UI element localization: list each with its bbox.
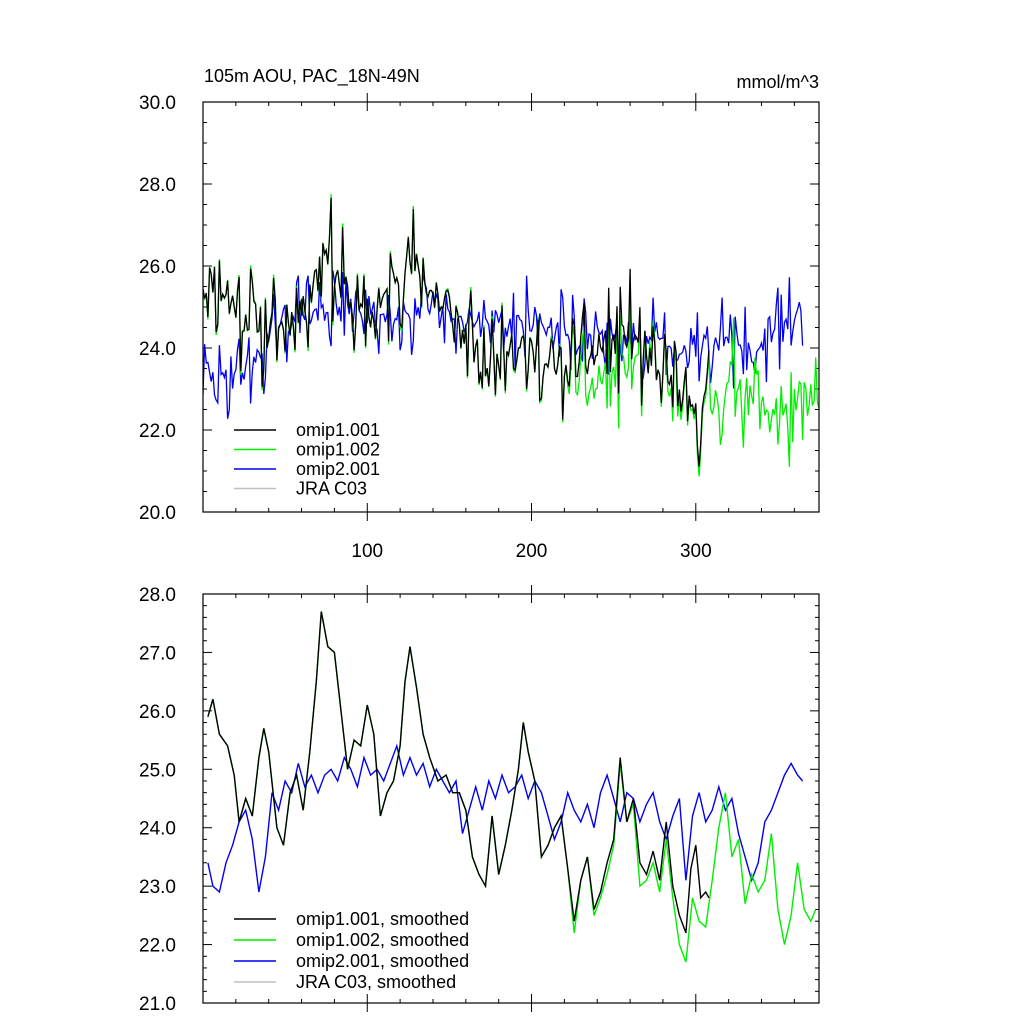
y-tick-label: 27.0: [139, 643, 176, 664]
y-tick-label: 28.0: [139, 175, 176, 196]
y-tick-label: 26.0: [139, 257, 176, 278]
y-tick-label: 26.0: [139, 702, 176, 723]
y-tick-label: 24.0: [139, 819, 176, 840]
y-tick-label: 30.0: [139, 93, 176, 114]
series-line: [207, 611, 710, 934]
legend-label: JRA C03, smoothed: [296, 972, 456, 992]
y-tick-label: 22.0: [139, 421, 176, 442]
legend-label: omip2.001, smoothed: [296, 951, 469, 971]
legend-label: JRA C03: [296, 479, 367, 499]
y-tick-label: 22.0: [139, 936, 176, 957]
y-tick-label: 23.0: [139, 877, 176, 898]
units-label: mmol/m^3: [737, 72, 819, 92]
y-tick-label: 24.0: [139, 339, 176, 360]
bottom-panel: 21.0 22.0 23.0 24.0 25.0 26.0 27.0 28.0 omip1.0…: [139, 585, 820, 1015]
y-tick-label: 21.0: [139, 994, 176, 1015]
series-group: [203, 194, 819, 477]
series-line: [203, 270, 804, 419]
y-tick-label: 25.0: [139, 760, 176, 781]
x-tick-label: 200: [516, 541, 548, 562]
y-tick-label: 20.0: [139, 503, 176, 524]
chart-title: 105m AOU, PAC_18N-49N: [204, 66, 420, 87]
series-line: [203, 197, 710, 467]
x-axis-ticks: 100 200 300: [235, 93, 795, 562]
x-tick-label: 300: [680, 541, 712, 562]
x-tick-label: 100: [351, 541, 383, 562]
legend-label: omip2.001: [296, 459, 380, 479]
legend-label: omip1.001: [296, 420, 380, 440]
plot-frame: [202, 593, 820, 1004]
y-axis-ticks: 20.0 22.0 24.0 26.0 28.0 30.0: [139, 93, 819, 524]
plot-frame: [202, 101, 820, 513]
series-group: [207, 611, 817, 963]
x-axis-ticks: [235, 585, 795, 1012]
legend-label: omip1.002, smoothed: [296, 930, 469, 950]
y-tick-label: 28.0: [139, 585, 176, 606]
legend-label: omip1.002: [296, 440, 380, 460]
legend-label: omip1.001, smoothed: [296, 909, 469, 929]
top-panel: 105m AOU, PAC_18N-49N mmol/m^3 20.022.02…: [139, 66, 820, 562]
